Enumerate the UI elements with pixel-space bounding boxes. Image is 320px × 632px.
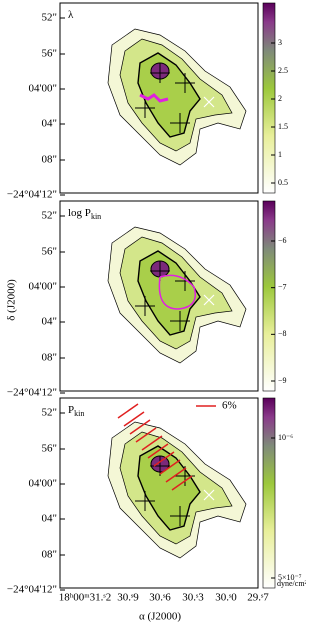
x-axis-label: α (J2000)	[139, 611, 181, 623]
label-main: P	[68, 404, 74, 416]
colorbar-label: −7	[278, 282, 287, 291]
y-tick-label: 08"	[42, 352, 58, 364]
y-tick-label: −24°04'12"	[7, 584, 57, 596]
colorbar-label: 1.5	[278, 122, 288, 131]
colorbar	[262, 200, 276, 392]
colorbar-label: 0.5	[278, 178, 288, 187]
label-sub: kin	[91, 212, 101, 221]
colorbar-label: −9	[278, 376, 287, 385]
y-tick-label: 52"	[42, 12, 58, 24]
y-tick-label: −24°04'12"	[7, 189, 57, 201]
colorbar	[262, 2, 276, 194]
panel-label: log Pkin	[68, 207, 101, 221]
label-main: log P	[68, 207, 91, 219]
x-tick-label: 29.ˢ7	[247, 592, 269, 604]
magenta-contours	[158, 274, 196, 310]
colorbar-label: 2.5	[278, 66, 288, 75]
colorbar-label: 2	[278, 94, 282, 103]
x-tick-label: 30.ˢ9	[117, 592, 139, 604]
y-tick-label: 04'00"	[29, 281, 57, 293]
y-tick-label: 56"	[42, 48, 58, 60]
panel: 6% Pkin 52" 56" 04'00" 04" 08" −24°04'12" 10⁻⁶ 5×…	[7, 397, 308, 596]
colorbar-unit: dyne/cm²	[277, 579, 306, 588]
colorbar-label: 5×10⁻⁷	[278, 573, 302, 582]
polarization-vector	[123, 411, 145, 427]
panel: λ 52" 56" 04'00" 04" 08" −24°04'12" 3 2.5 2 1.5 1 0.…	[7, 2, 288, 201]
y-tick-label: 04"	[42, 118, 58, 130]
legend-text: 6%	[222, 400, 237, 412]
panel: log Pkin 52" 56" 04'00" 04" 08" −24°04'12" −6 −7…	[7, 200, 287, 399]
x-tick-label: 30.ˢ0	[215, 592, 237, 604]
polarization-vector	[147, 443, 169, 459]
y-tick-label: 56"	[42, 443, 58, 455]
y-tick-label: 04'00"	[29, 83, 57, 95]
figure: δ (J2000) α (J2000) λ 52" 56" 04'00" 04" 08" −…	[6, 2, 308, 623]
polarization-vector	[171, 475, 193, 491]
y-tick-label: 04'00"	[29, 478, 57, 490]
panel-label: Pkin	[68, 404, 84, 418]
y-tick-label: 08"	[42, 549, 58, 561]
x-tick-label: 30.ˢ6	[149, 592, 171, 604]
colorbar-label: 3	[278, 38, 282, 47]
polarization-vector	[129, 419, 151, 435]
y-tick-label: 52"	[42, 210, 58, 222]
colorbar	[262, 397, 276, 589]
x-tick-label: 18ʰ00ᵐ31.ˢ2	[59, 592, 112, 604]
polarization-vector	[135, 427, 157, 443]
magenta-markers	[139, 93, 169, 103]
y-axis-label: δ (J2000)	[6, 279, 18, 321]
y-tick-label: 04"	[42, 513, 58, 525]
y-tick-label: −24°04'12"	[7, 387, 57, 399]
x-tick-label: 30.ˢ3	[182, 592, 204, 604]
polarization-vector	[141, 435, 163, 451]
label-sub: kin	[74, 409, 84, 418]
colorbar-label: −8	[278, 329, 287, 338]
colorbar-label: 1	[278, 150, 282, 159]
y-tick-label: 04"	[42, 316, 58, 328]
label-main: λ	[68, 9, 74, 21]
colorbar-label: 10⁻⁶	[278, 433, 293, 442]
y-tick-label: 52"	[42, 407, 58, 419]
polarization-vector	[117, 403, 139, 419]
y-tick-label: 08"	[42, 154, 58, 166]
polarization-vector	[165, 467, 187, 483]
colorbar-label: −6	[278, 236, 287, 245]
polarization-vector	[153, 451, 175, 467]
y-tick-label: 56"	[42, 246, 58, 258]
polarization-vector	[159, 459, 181, 475]
panel-label: λ	[68, 9, 74, 21]
